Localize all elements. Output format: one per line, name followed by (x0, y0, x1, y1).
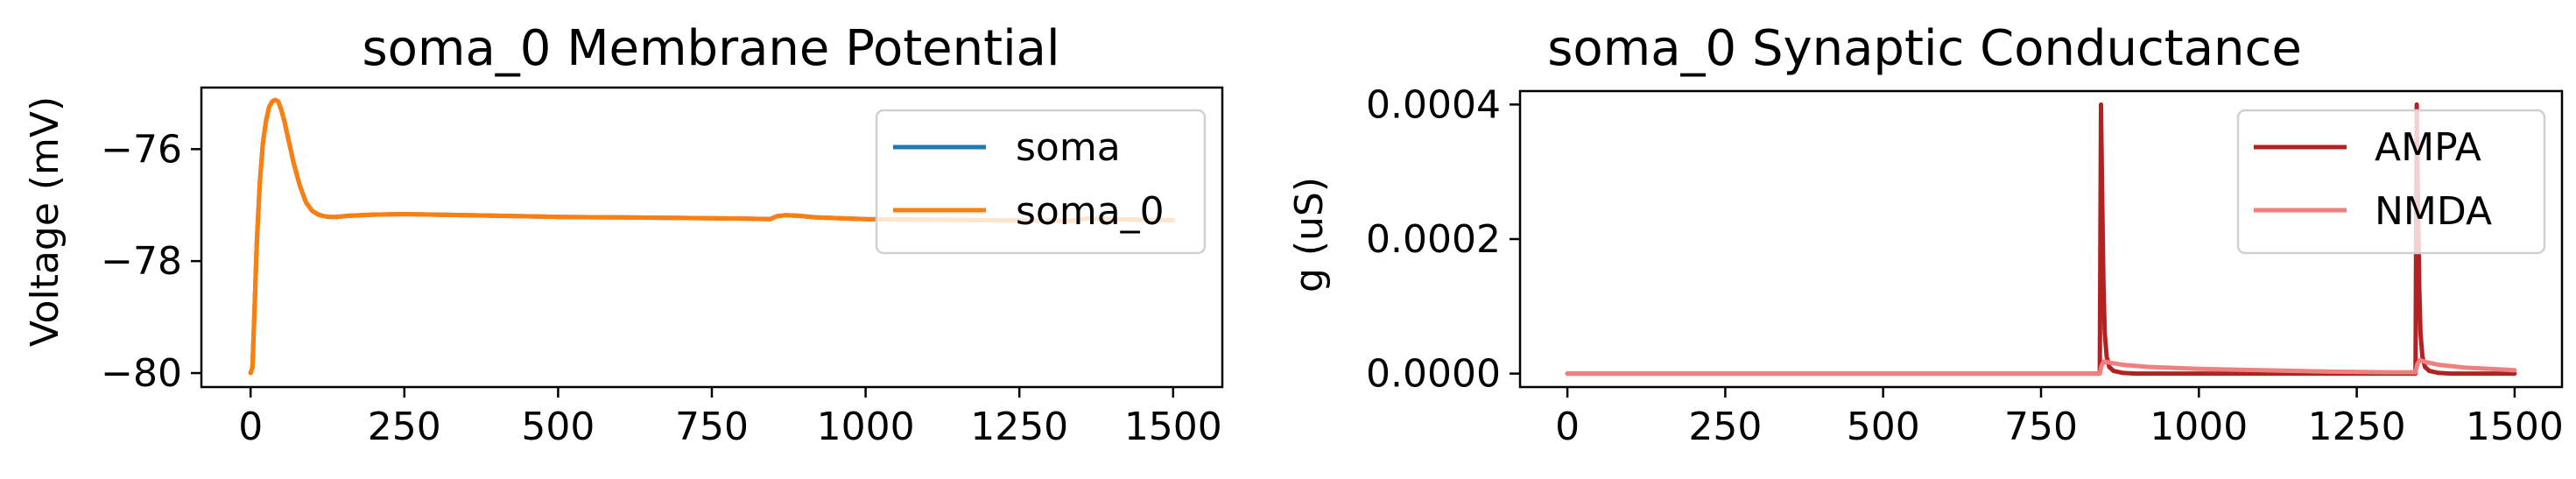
x-tick-label: 250 (368, 405, 441, 449)
series-line-nmda (1565, 357, 2517, 377)
x-tick-label: 500 (521, 405, 595, 449)
x-tick-label: 1000 (2150, 405, 2248, 449)
x-tick-label: 1000 (817, 405, 915, 449)
y-tick-label: 0.0004 (1366, 82, 1501, 127)
y-tick-label: 0.0002 (1366, 217, 1501, 262)
legend-label-soma: soma (1016, 125, 1121, 170)
legend: AMPA NMDA (2236, 109, 2546, 255)
x-tick-label: 1250 (970, 405, 1068, 449)
legend-label-nmda: NMDA (2375, 189, 2492, 234)
x-tick-label: 1500 (2466, 405, 2564, 449)
plot-frame (1518, 89, 2564, 389)
plot-lines (248, 97, 1176, 376)
chart-title: soma_0 Synaptic Conductance (1547, 20, 2302, 77)
x-tick-label: 750 (675, 405, 749, 449)
membrane-potential-chart: soma_0 Membrane Potential Voltage (mV) 0… (23, 20, 1224, 449)
series-line-soma-0 (248, 97, 1176, 376)
axis-ticks: 0 250 500 750 1000 1250 1500 0.0000 0.0002 0.0004 (1366, 82, 2564, 449)
legend: soma soma_0 (875, 109, 1207, 255)
chart-title: soma_0 Membrane Potential (362, 20, 1059, 77)
plot-lines (1565, 102, 2517, 377)
x-tick-label: 500 (1847, 405, 1920, 449)
axis-ticks: 0 250 500 750 1000 1250 1500 −80 −78 −76 (101, 127, 1222, 449)
x-tick-label: 0 (1555, 405, 1580, 449)
y-axis-label: Voltage (mV) (23, 96, 67, 347)
legend-label-ampa: AMPA (2375, 125, 2481, 170)
x-tick-label: 750 (2004, 405, 2078, 449)
x-tick-label: 1250 (2308, 405, 2406, 449)
series-line-ampa (1565, 102, 2517, 377)
y-tick-label: 0.0000 (1366, 352, 1501, 397)
plot-frame (200, 86, 1224, 389)
y-axis-label: g (uS) (1287, 177, 1332, 292)
x-tick-label: 250 (1688, 405, 1762, 449)
y-tick-label: −78 (101, 239, 182, 284)
y-tick-label: −76 (101, 127, 182, 172)
legend-label-soma-0: soma_0 (1016, 189, 1165, 234)
x-tick-label: 1500 (1124, 405, 1222, 449)
y-tick-label: −80 (101, 351, 182, 396)
x-tick-label: 0 (238, 405, 263, 449)
synaptic-conductance-chart: soma_0 Synaptic Conductance g (uS) 0 250 5… (1287, 20, 2564, 449)
